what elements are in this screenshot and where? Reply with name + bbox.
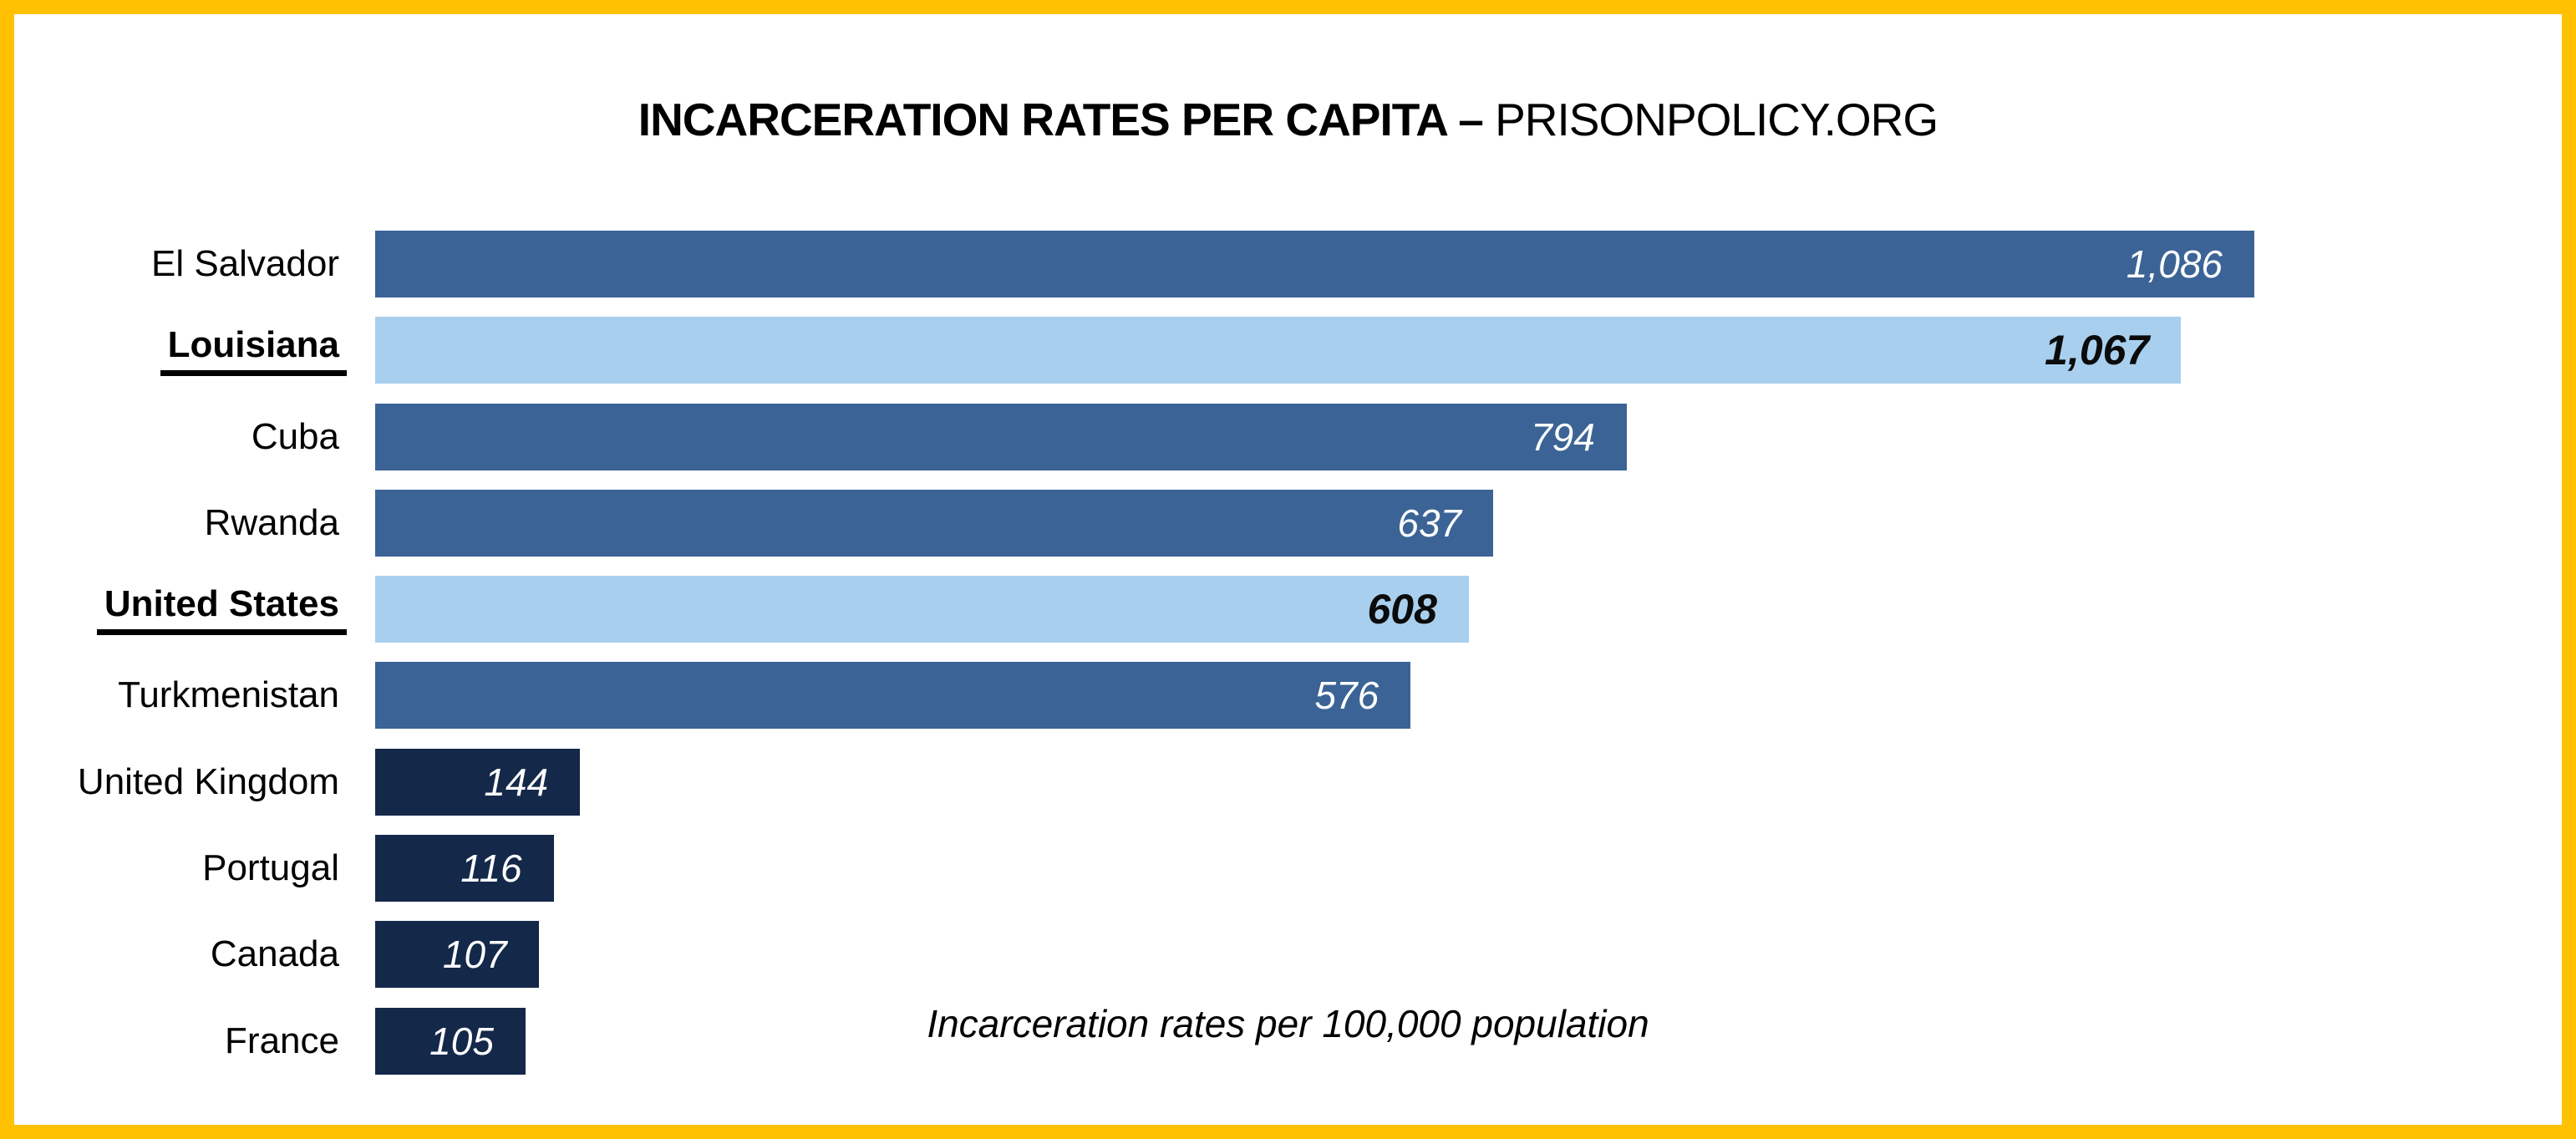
bar-track: 107: [375, 921, 2254, 989]
bar-turkmenistan: 576: [375, 662, 1411, 730]
bar-portugal: 116: [375, 835, 554, 903]
chart-row-france: France 105: [14, 1007, 2562, 1094]
value-label: 1,086: [2126, 242, 2223, 286]
bar-united-kingdom: 144: [375, 748, 581, 816]
bar-track: 116: [375, 835, 2254, 903]
category-label-text: United States: [96, 583, 347, 636]
category-label: Canada: [14, 921, 339, 988]
chart-title-source: PRISONPOLICY.ORG: [1495, 94, 1938, 145]
chart-row-turkmenistan: Turkmenistan 576: [14, 662, 2562, 748]
category-label-text: Portugal: [202, 847, 339, 889]
bar-france: 105: [375, 1007, 526, 1075]
value-label: 1,067: [2045, 327, 2150, 374]
category-label-text: United Kingdom: [77, 760, 339, 802]
category-label-text: Louisiana: [160, 324, 347, 377]
bar-track: 1,086: [375, 231, 2254, 297]
category-label: Turkmenistan: [14, 662, 339, 729]
value-label: 637: [1397, 501, 1462, 545]
category-label: Cuba: [14, 404, 339, 470]
chart-title: INCARCERATION RATES PER CAPITA – PRISONP…: [14, 94, 2562, 146]
bar-track: 144: [375, 748, 2254, 816]
chart-row-el-salvador: El Salvador 1,086: [14, 231, 2562, 317]
bar-track: 105: [375, 1007, 2254, 1075]
chart-title-main: INCARCERATION RATES PER CAPITA –: [638, 94, 1496, 145]
category-label-text: El Salvador: [150, 243, 339, 284]
category-label: Louisiana: [14, 317, 347, 384]
bar-united-states: 608: [375, 576, 1469, 643]
value-label: 105: [429, 1019, 494, 1063]
category-label-text: Turkmenistan: [118, 674, 339, 716]
chart-row-united-kingdom: United Kingdom 144: [14, 748, 2562, 835]
category-label-text: France: [225, 1020, 339, 1061]
bar-chart-rows: El Salvador 1,086 Louisiana 1,067 Cuba 794 Rwa…: [14, 231, 2562, 1094]
bar-track: 576: [375, 662, 2254, 730]
chart-row-rwanda: Rwanda 637: [14, 489, 2562, 576]
chart-row-louisiana: Louisiana 1,067: [14, 317, 2562, 403]
category-label: Portugal: [14, 835, 339, 902]
bar-canada: 107: [375, 921, 539, 989]
bar-track: 794: [375, 403, 2254, 470]
bar-el-salvador: 1,086: [375, 231, 2254, 297]
chart-caption: Incarceration rates per 100,000 populati…: [927, 1002, 1649, 1045]
category-label: France: [14, 1008, 339, 1075]
value-label: 107: [442, 933, 507, 977]
category-label: El Salvador: [14, 231, 339, 297]
value-label: 144: [484, 760, 549, 804]
category-label: United States: [14, 576, 347, 643]
bar-track: 608: [375, 576, 2254, 643]
bar-louisiana: 1,067: [375, 317, 2182, 384]
chart-row-canada: Canada 107: [14, 921, 2562, 1007]
value-label: 116: [460, 847, 522, 891]
chart-row-cuba: Cuba 794: [14, 403, 2562, 490]
bar-cuba: 794: [375, 403, 1627, 470]
category-label-text: Canada: [210, 933, 339, 975]
bar-track: 637: [375, 489, 2254, 557]
value-label: 794: [1531, 414, 1595, 459]
bar-track: 1,067: [375, 317, 2254, 384]
category-label: United Kingdom: [14, 749, 339, 816]
category-label-text: Cuba: [251, 415, 339, 457]
category-label-text: Rwanda: [204, 501, 339, 543]
category-label: Rwanda: [14, 490, 339, 557]
bar-rwanda: 637: [375, 489, 1494, 557]
value-label: 576: [1314, 674, 1379, 718]
value-label: 608: [1367, 586, 1437, 633]
chart-row-portugal: Portugal 116: [14, 835, 2562, 921]
chart-row-united-states: United States 608: [14, 576, 2562, 662]
